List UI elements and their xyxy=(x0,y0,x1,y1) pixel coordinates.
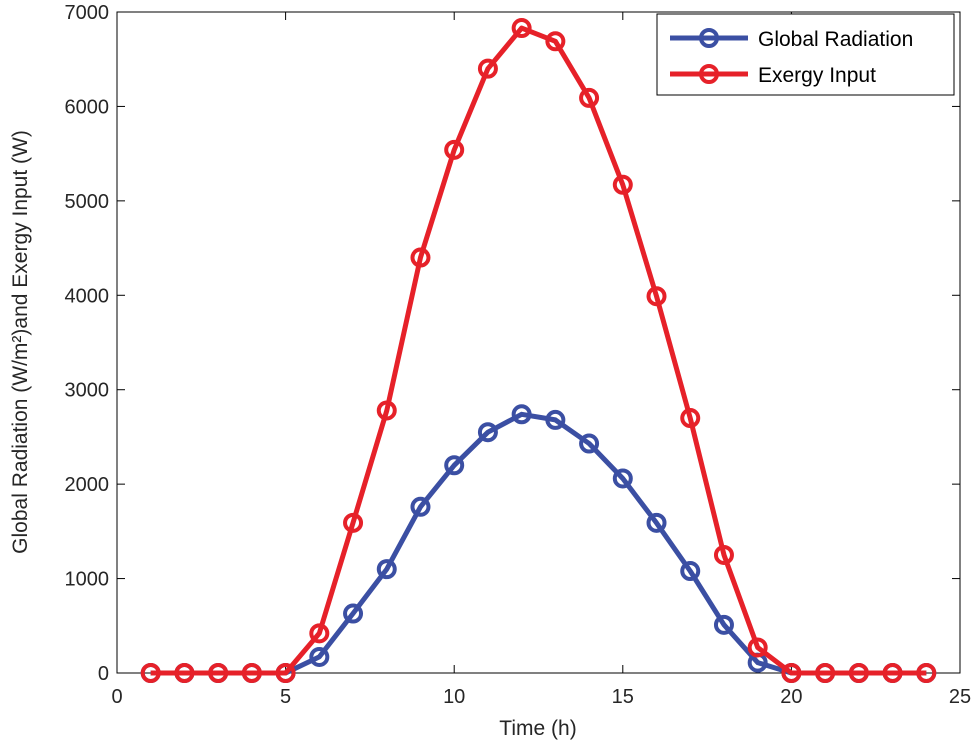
data-point xyxy=(747,637,768,658)
y-tick-label: 2000 xyxy=(65,474,110,496)
x-tick-label: 5 xyxy=(280,686,291,708)
data-point xyxy=(376,400,397,421)
data-point xyxy=(815,663,836,683)
y-tick-label: 5000 xyxy=(65,191,110,213)
y-tick-label: 0 xyxy=(98,663,109,685)
data-point xyxy=(713,614,734,635)
x-tick-label: 20 xyxy=(780,686,802,708)
data-point xyxy=(882,663,903,683)
x-tick-label: 0 xyxy=(111,686,122,708)
axis-tick-labels: 0 5 10 15 20 25 0 1000 2000 3000 4000 5000 6000 7000 xyxy=(65,2,972,708)
y-tick-label: 6000 xyxy=(65,96,110,118)
data-point xyxy=(410,496,431,517)
data-point xyxy=(545,409,566,430)
data-point xyxy=(444,139,465,160)
data-point xyxy=(612,174,633,195)
data-point xyxy=(511,18,532,39)
y-tick-label: 4000 xyxy=(65,285,110,307)
data-point xyxy=(444,455,465,476)
data-point xyxy=(579,87,600,108)
x-tick-label: 25 xyxy=(949,686,971,708)
data-point xyxy=(579,433,600,454)
data-point xyxy=(275,663,296,683)
y-axis-label: Global Radiation (W/m²)and Exergy Input … xyxy=(9,130,32,554)
data-point xyxy=(309,623,330,644)
data-point xyxy=(781,663,802,683)
data-point xyxy=(140,663,161,683)
data-point xyxy=(174,663,195,683)
data-point xyxy=(376,559,397,580)
axis-ticks xyxy=(116,11,961,674)
y-tick-label: 3000 xyxy=(65,380,110,402)
data-point xyxy=(511,404,532,425)
data-point xyxy=(241,663,262,683)
data-point xyxy=(713,544,734,565)
data-point xyxy=(680,408,701,429)
data-point xyxy=(343,512,364,533)
data-point xyxy=(410,247,431,268)
x-axis-label: Time (h) xyxy=(499,717,576,740)
y-tick-label: 7000 xyxy=(65,2,110,24)
data-point xyxy=(208,663,229,683)
legend-label-global-radiation: Global Radiation xyxy=(758,28,913,51)
data-point xyxy=(545,31,566,52)
legend-marker-global-radiation xyxy=(699,28,719,48)
data-point xyxy=(477,422,498,443)
data-point xyxy=(477,58,498,79)
data-point xyxy=(646,512,667,533)
data-point xyxy=(916,663,937,683)
data-point xyxy=(646,286,667,307)
x-tick-label: 15 xyxy=(612,686,634,708)
data-point xyxy=(309,646,330,667)
data-point xyxy=(612,468,633,489)
y-tick-label: 1000 xyxy=(65,569,110,591)
series-exergy-input xyxy=(140,18,937,683)
legend: Global Radiation Exergy Input xyxy=(656,13,955,96)
plot-area xyxy=(116,11,961,674)
legend-label-exergy-input: Exergy Input xyxy=(758,64,876,87)
x-tick-label: 10 xyxy=(443,686,465,708)
series-line-exergy-input xyxy=(150,25,927,676)
series-layer xyxy=(140,18,937,683)
data-point xyxy=(343,603,364,624)
legend-marker-exergy-input xyxy=(699,64,719,84)
data-point xyxy=(848,663,869,683)
data-point xyxy=(680,561,701,582)
